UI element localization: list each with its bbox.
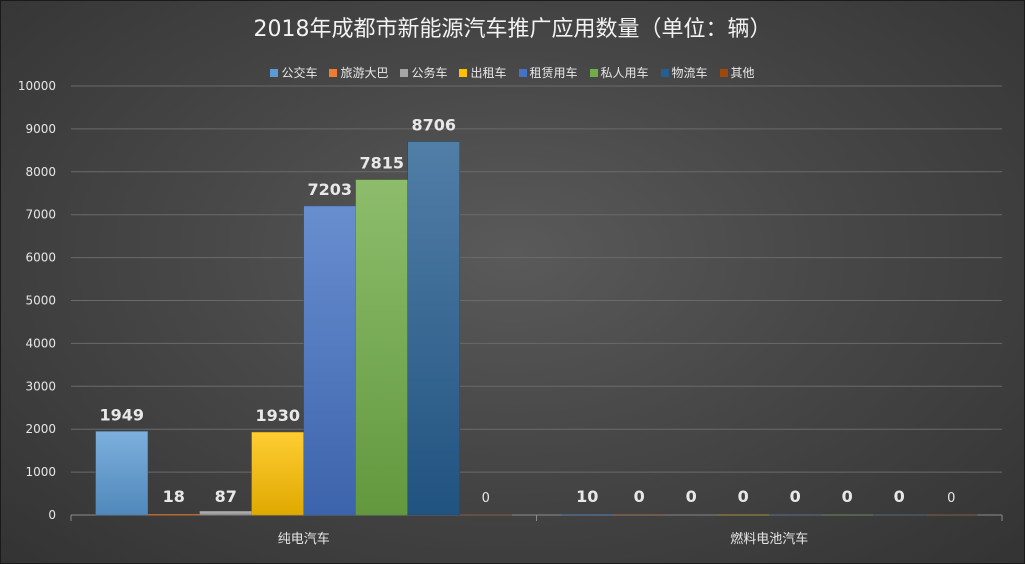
y-tick-label-10: 10000 xyxy=(18,79,56,93)
y-tick-label-3: 3000 xyxy=(25,379,56,393)
data-label-0-0: 1949 xyxy=(99,405,144,424)
data-label-0-3: 1930 xyxy=(255,406,300,425)
data-label-0-4: 7203 xyxy=(307,180,352,199)
legend-item-7: 其他 xyxy=(719,64,755,81)
data-label-0-7: 0 xyxy=(482,491,490,506)
y-tick-label-0: 0 xyxy=(48,508,56,522)
legend-label-0: 公交车 xyxy=(281,66,318,80)
data-label-0-5: 7815 xyxy=(359,154,404,173)
legend-item-6: 物流车 xyxy=(660,64,708,81)
y-tick-label-4: 4000 xyxy=(25,336,56,350)
bar-0-1 xyxy=(147,513,200,516)
legend-label-5: 私人用车 xyxy=(600,66,649,80)
legend-label-2: 公务车 xyxy=(411,66,448,80)
legend-item-3: 出租车 xyxy=(459,64,507,81)
bar-0-5 xyxy=(355,179,408,516)
legend-swatch-2 xyxy=(400,68,409,77)
bar-0-4 xyxy=(303,205,356,516)
data-label-0-6: 8706 xyxy=(411,116,456,135)
data-label-1-0: 10 xyxy=(576,487,598,506)
legend-label-6: 物流车 xyxy=(671,66,708,80)
bar-0-6 xyxy=(407,141,460,516)
data-label-1-2: 0 xyxy=(686,487,697,506)
legend-item-0: 公交车 xyxy=(270,64,317,81)
legend-label-7: 其他 xyxy=(730,66,755,80)
x-tick-label-1: 燃料电池汽车 xyxy=(730,531,808,547)
data-label-0-1: 18 xyxy=(163,487,185,506)
legend-item-1: 旅游大巴 xyxy=(329,64,388,81)
legend-label-3: 出租车 xyxy=(470,66,507,80)
y-tick-label-7: 7000 xyxy=(25,208,56,222)
legend-swatch-6 xyxy=(660,68,669,77)
data-label-1-6: 0 xyxy=(894,487,905,506)
data-label-1-1: 0 xyxy=(634,487,645,506)
chart-legend: 公交车 旅游大巴 公务车 出租车 租赁用车 私人用车 物流车 其他 xyxy=(1,64,1024,81)
legend-swatch-4 xyxy=(518,68,527,77)
legend-swatch-1 xyxy=(329,68,338,77)
chart-title: 2018年成都市新能源汽车推广应用数量（单位：辆） xyxy=(253,17,772,42)
legend-swatch-0 xyxy=(270,68,279,77)
y-tick-label-1: 1000 xyxy=(25,465,56,479)
y-tick-label-5: 5000 xyxy=(25,294,56,308)
bar-0-0 xyxy=(95,431,148,516)
bar-0-3 xyxy=(251,431,304,516)
y-tick-label-2: 2000 xyxy=(25,422,56,436)
legend-item-2: 公务车 xyxy=(400,64,447,81)
x-tick-label-0: 纯电汽车 xyxy=(278,531,330,547)
legend-swatch-3 xyxy=(459,68,468,77)
data-label-0-2: 87 xyxy=(215,487,237,506)
bar-0-2 xyxy=(199,511,252,516)
legend-item-4: 租赁用车 xyxy=(518,64,578,81)
legend-item-5: 私人用车 xyxy=(589,64,649,81)
legend-swatch-5 xyxy=(589,68,598,77)
y-tick-label-9: 9000 xyxy=(25,122,56,136)
legend-label-1: 旅游大巴 xyxy=(340,66,389,80)
y-tick-label-6: 6000 xyxy=(25,251,56,265)
data-label-1-7: 0 xyxy=(947,491,955,506)
data-label-1-4: 0 xyxy=(790,487,801,506)
legend-swatch-7 xyxy=(719,68,728,77)
data-label-1-3: 0 xyxy=(738,487,749,506)
data-label-1-5: 0 xyxy=(842,487,853,506)
legend-label-4: 租赁用车 xyxy=(529,66,578,80)
y-tick-label-8: 8000 xyxy=(25,165,56,179)
